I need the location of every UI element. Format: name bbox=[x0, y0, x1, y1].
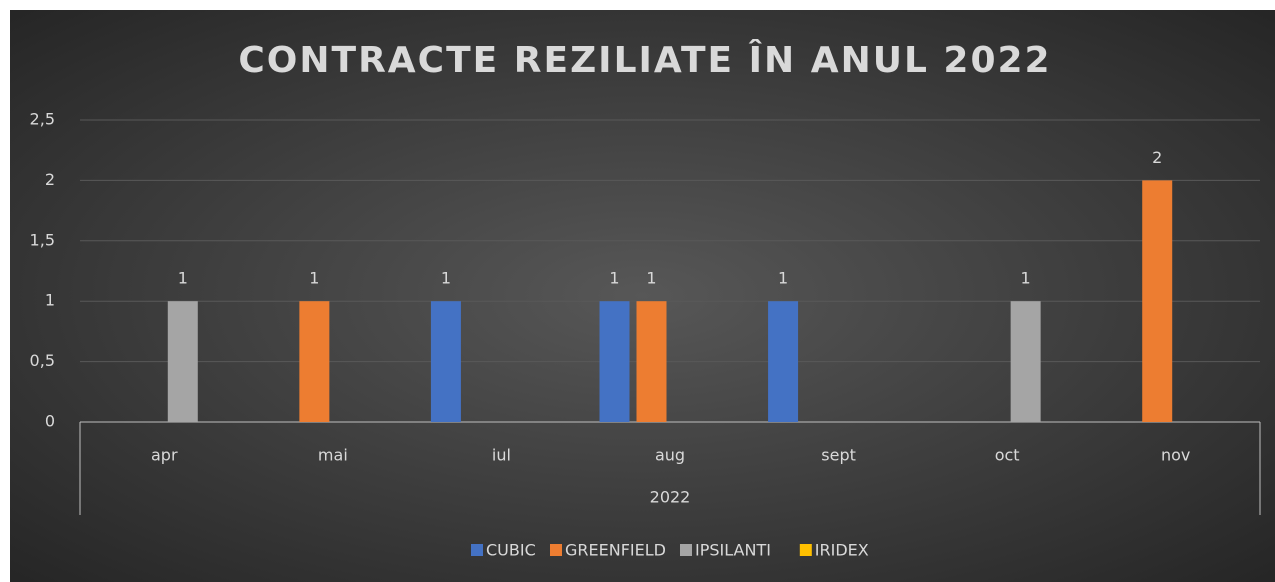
y-tick-label: 1 bbox=[45, 291, 55, 310]
legend-swatch bbox=[799, 544, 812, 556]
bar bbox=[1010, 301, 1041, 422]
y-tick-label: 0 bbox=[45, 412, 55, 431]
x-tick-label: aug bbox=[655, 446, 685, 465]
x-tick-label: apr bbox=[151, 446, 178, 465]
bar bbox=[599, 301, 630, 422]
data-label: 1 bbox=[1021, 269, 1031, 288]
chart-title: CONTRACTE REZILIATE ÎN ANUL 2022 bbox=[238, 39, 1051, 81]
y-tick-label: 0,5 bbox=[30, 351, 55, 370]
bar bbox=[299, 301, 330, 422]
legend-swatch bbox=[680, 544, 692, 556]
chart-background bbox=[10, 10, 1275, 582]
legend-label: CUBIC bbox=[486, 541, 536, 560]
data-label: 1 bbox=[646, 269, 656, 288]
y-tick-label: 1,5 bbox=[30, 230, 55, 249]
bar bbox=[430, 301, 461, 422]
data-label: 2 bbox=[1152, 148, 1162, 167]
legend-label: IRIDEX bbox=[815, 541, 869, 560]
data-label: 1 bbox=[178, 269, 188, 288]
data-label: 1 bbox=[778, 269, 788, 288]
x-tick-label: sept bbox=[821, 446, 856, 465]
bar bbox=[768, 301, 799, 422]
legend-swatch bbox=[550, 544, 562, 556]
y-tick-label: 2 bbox=[45, 170, 55, 189]
x-tick-label: mai bbox=[318, 446, 348, 465]
bar bbox=[167, 301, 198, 422]
legend-swatch bbox=[471, 544, 483, 556]
bar bbox=[1142, 180, 1173, 422]
legend-label: GREENFIELD bbox=[565, 541, 666, 560]
x-group-label: 2022 bbox=[650, 488, 691, 507]
data-label: 1 bbox=[609, 269, 619, 288]
bar bbox=[636, 301, 667, 422]
x-tick-label: nov bbox=[1161, 446, 1190, 465]
legend-label: IPSILANTI bbox=[695, 541, 771, 560]
x-tick-label: iul bbox=[492, 446, 511, 465]
data-label: 1 bbox=[441, 269, 451, 288]
x-tick-label: oct bbox=[995, 446, 1020, 465]
data-label: 1 bbox=[309, 269, 319, 288]
y-tick-label: 2,5 bbox=[30, 110, 55, 129]
